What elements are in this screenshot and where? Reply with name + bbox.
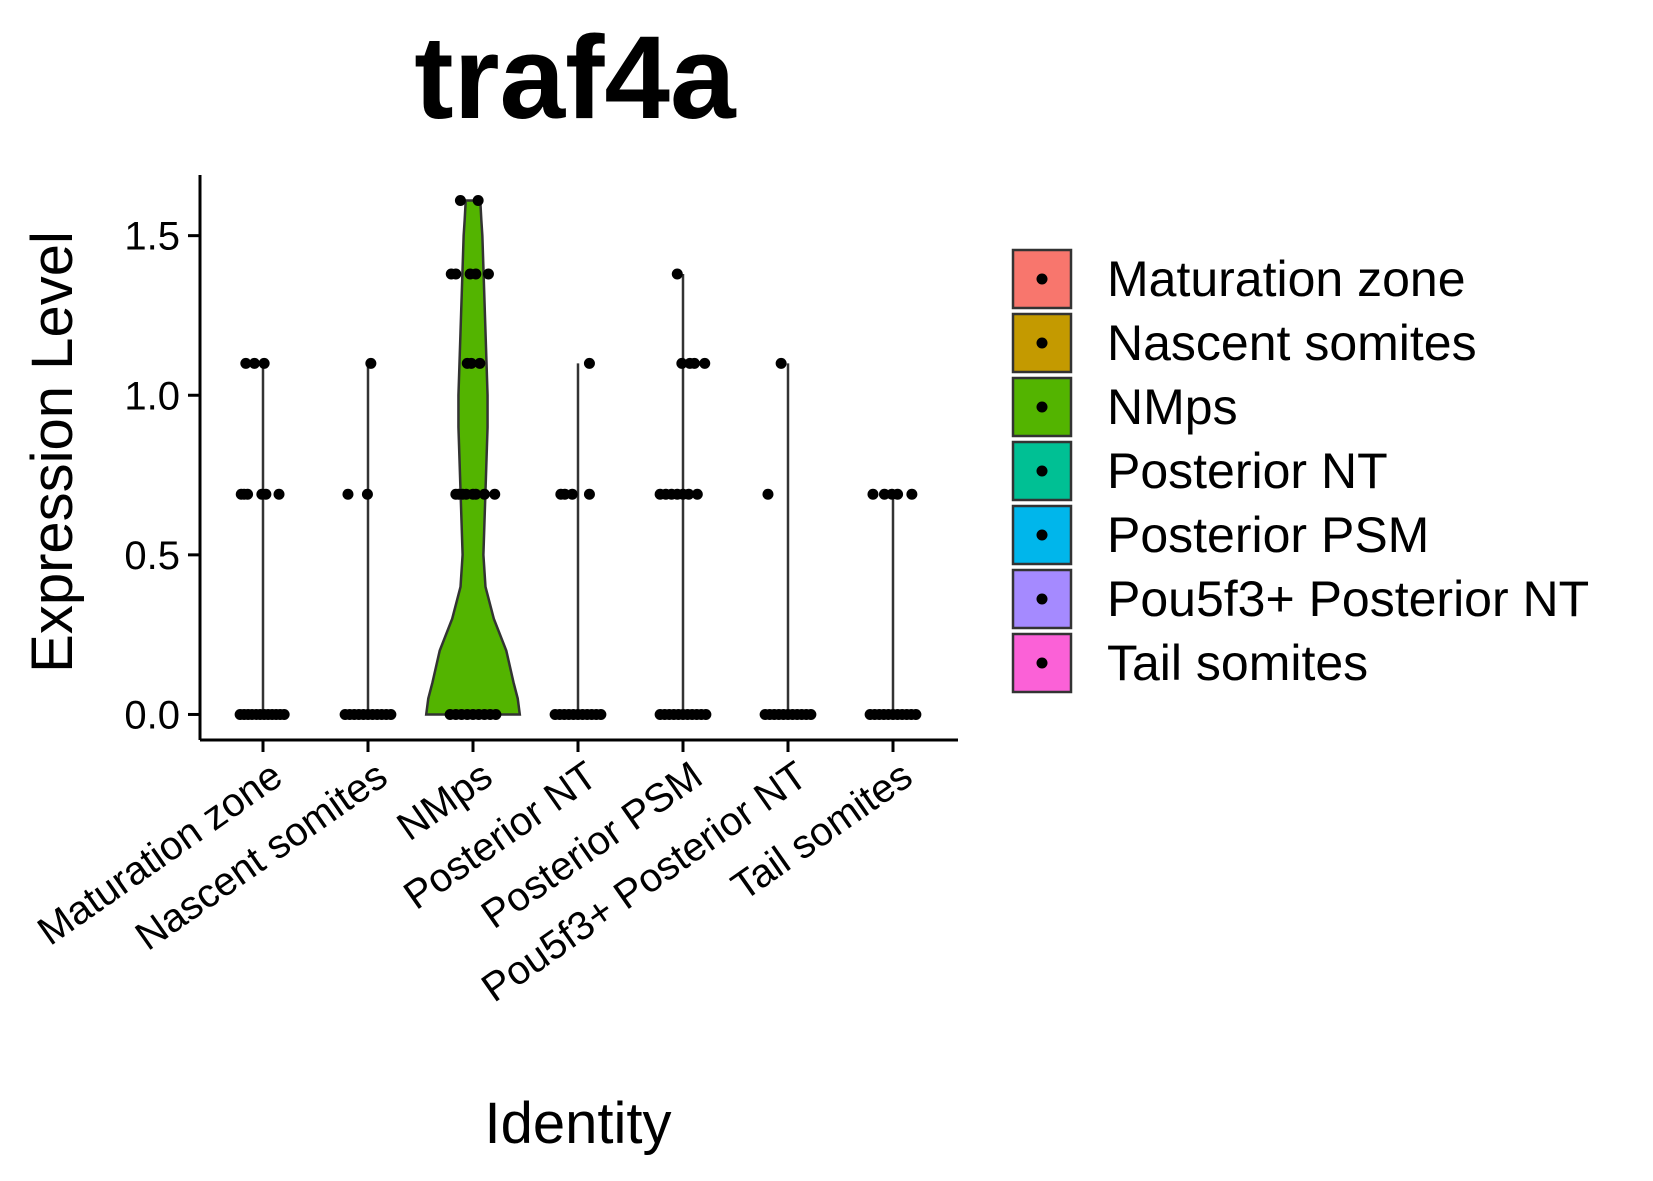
legend-item: Tail somites: [1011, 632, 1368, 694]
data-point: [454, 195, 466, 207]
data-point: [699, 357, 711, 369]
data-point: [361, 488, 373, 500]
data-point: [260, 488, 272, 500]
data-point: [278, 708, 290, 720]
data-point: [566, 488, 578, 500]
y-tick-label: 1.5: [124, 215, 180, 259]
plot-area: [234, 195, 922, 720]
data-point: [258, 357, 270, 369]
legend-item: Maturation zone: [1011, 248, 1466, 310]
legend-point: [1036, 593, 1048, 605]
legend-swatch: [1011, 568, 1073, 630]
legend-label: Tail somites: [1107, 635, 1368, 691]
data-point: [583, 488, 595, 500]
legend-item: Nascent somites: [1011, 312, 1477, 374]
data-point: [482, 268, 494, 280]
y-tick-label: 1.0: [124, 374, 180, 418]
data-point: [683, 488, 695, 500]
data-point: [489, 488, 501, 500]
data-point: [583, 357, 595, 369]
legend-item: NMps: [1011, 376, 1238, 438]
data-point: [470, 268, 482, 280]
data-point: [470, 488, 482, 500]
data-point: [910, 708, 922, 720]
data-point: [450, 268, 462, 280]
data-point: [472, 195, 484, 207]
data-point: [242, 488, 254, 500]
data-point: [478, 488, 490, 500]
legend-label: Maturation zone: [1107, 251, 1466, 307]
y-tick-label: 0.0: [124, 693, 180, 737]
data-point: [474, 357, 486, 369]
data-point: [688, 357, 700, 369]
legend-item: Pou5f3+ Posterior NT: [1011, 568, 1589, 630]
violin-group: [759, 357, 817, 720]
legend-label: Nascent somites: [1107, 315, 1477, 371]
data-point: [762, 488, 774, 500]
data-point: [385, 708, 397, 720]
violin-group: [424, 195, 522, 720]
legend-item: Posterior PSM: [1011, 504, 1429, 566]
y-axis: 0.0 0.5 1.0 1.5: [124, 175, 202, 740]
y-tick-label: 0.5: [124, 534, 180, 578]
violin-group: [549, 357, 607, 720]
legend-label: Posterior NT: [1107, 443, 1388, 499]
x-axis-title: Identity: [485, 1091, 672, 1156]
legend-point: [1036, 465, 1048, 477]
legend-label: Pou5f3+ Posterior NT: [1107, 571, 1589, 627]
data-point: [892, 488, 904, 500]
data-point: [906, 488, 918, 500]
chart-title: traf4a: [414, 12, 737, 144]
data-point: [240, 357, 252, 369]
legend-point: [1036, 401, 1048, 413]
data-point: [700, 708, 712, 720]
legend-label: NMps: [1107, 379, 1238, 435]
data-point: [671, 268, 683, 280]
violin-group: [654, 268, 712, 720]
violin-group: [864, 488, 922, 720]
data-point: [248, 357, 260, 369]
data-point: [465, 357, 477, 369]
data-point: [676, 357, 688, 369]
legend-point: [1036, 273, 1048, 285]
data-point: [273, 488, 285, 500]
violin-group: [234, 357, 290, 720]
y-axis-title: Expression Level: [20, 231, 85, 673]
legend: Maturation zone Nascent somites NMps Poster…: [1011, 248, 1589, 694]
data-point: [775, 357, 787, 369]
data-point: [365, 357, 377, 369]
legend-point: [1036, 529, 1048, 541]
legend-label: Posterior PSM: [1107, 507, 1429, 563]
data-point: [691, 488, 703, 500]
data-point: [595, 708, 607, 720]
data-point: [867, 488, 879, 500]
violin-group: [339, 357, 397, 720]
legend-point: [1036, 657, 1048, 669]
legend-item: Posterior NT: [1011, 440, 1388, 502]
data-point: [805, 708, 817, 720]
legend-point: [1036, 337, 1048, 349]
data-point: [342, 488, 354, 500]
data-point: [490, 708, 502, 720]
